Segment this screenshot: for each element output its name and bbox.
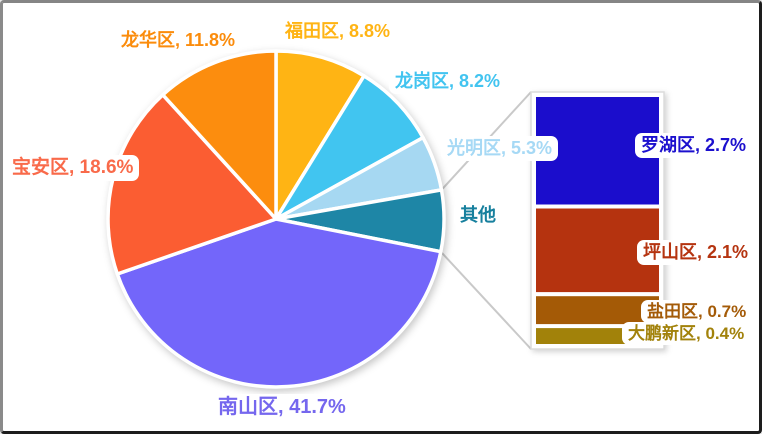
- pie-label-nanshan: 南山区, 41.7%: [212, 394, 352, 421]
- pie-slice-福田区: [274, 49, 366, 221]
- pie-chart: [106, 49, 446, 389]
- pie-label-longgang: 龙岗区, 8.2%: [389, 69, 507, 94]
- pie-label-guangming: 光明区, 5.3%: [441, 136, 559, 161]
- pie-label-longhua: 龙华区, 11.8%: [115, 28, 242, 53]
- pie-label-other: 其他: [454, 203, 502, 228]
- pie-label-futian: 福田区, 8.8%: [279, 19, 397, 44]
- pie-slice-南山区: [115, 217, 443, 389]
- pie-slice-龙华区: [161, 49, 278, 221]
- chart-canvas: [106, 49, 665, 389]
- bar-label-luohu: 罗湖区, 2.7%: [635, 133, 753, 158]
- pie-label-baoan: 宝安区, 18.6%: [6, 155, 140, 181]
- bar-label-pingshan: 坪山区, 2.1%: [637, 240, 755, 265]
- bar-segment-盐田区: [536, 296, 659, 325]
- bar-label-yantian: 盐田区, 0.7%: [641, 300, 753, 324]
- bar-label-dapeng: 大鹏新区, 0.4%: [622, 322, 751, 346]
- connector-line-bottom: [440, 251, 532, 350]
- breakout-bar-panel: [530, 91, 665, 350]
